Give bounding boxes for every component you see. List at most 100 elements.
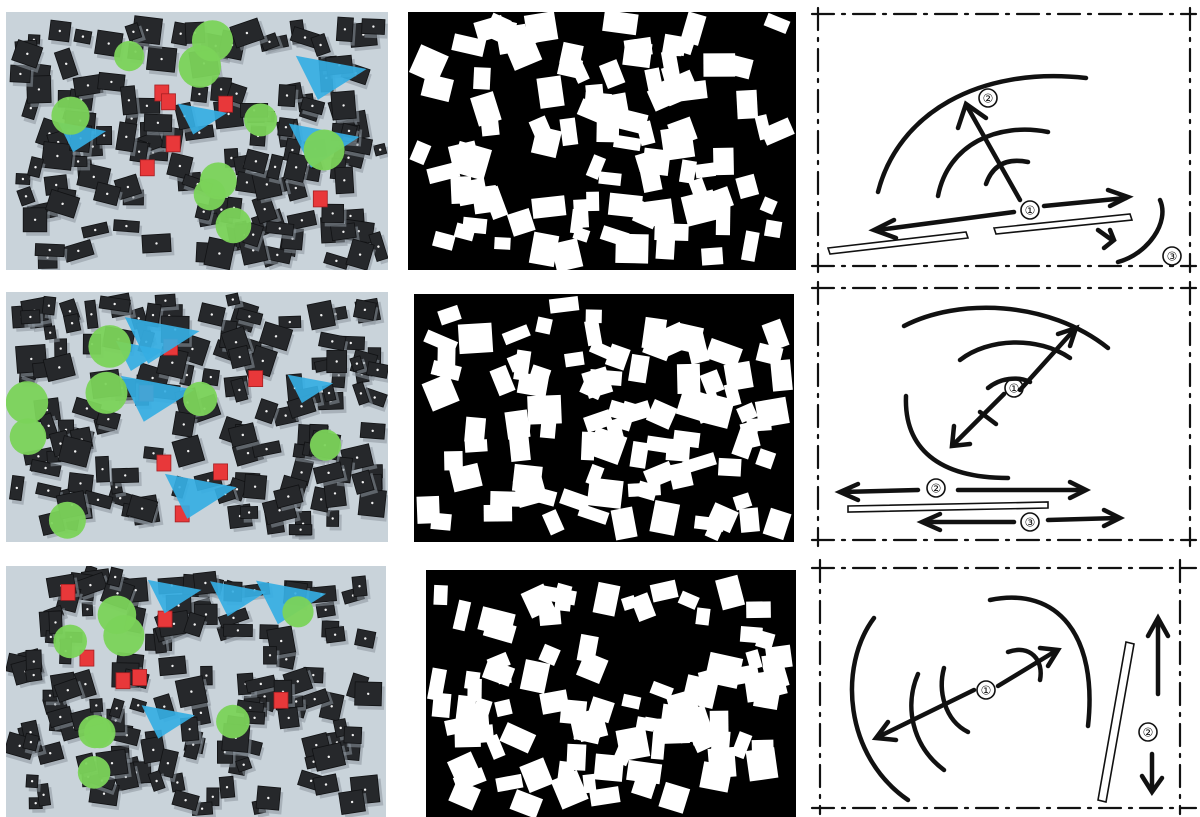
- void-block: [528, 115, 555, 146]
- void-block: [575, 651, 609, 684]
- building-block: [258, 321, 295, 356]
- arc-outer-left: [849, 615, 911, 803]
- building-block: [22, 207, 50, 236]
- void-block: [735, 173, 760, 200]
- building-block: [124, 22, 146, 44]
- building-block: [351, 469, 379, 498]
- building-block: [354, 681, 385, 710]
- void-block: [482, 185, 509, 221]
- building-block: [203, 236, 238, 270]
- void-block: [752, 688, 780, 711]
- arrow-left-head: [868, 217, 899, 241]
- void-block: [730, 55, 754, 80]
- building-block: [240, 506, 261, 523]
- sketch-row-1: ② ① ③: [808, 4, 1200, 276]
- green-circle-marker: [9, 418, 47, 455]
- building-block: [8, 474, 27, 505]
- building-block: [229, 17, 269, 51]
- red-marker: [132, 669, 147, 686]
- building-block: [89, 698, 107, 716]
- void-block: [629, 440, 649, 469]
- building-block: [73, 28, 95, 49]
- void-block: [519, 659, 551, 694]
- void-block: [723, 360, 754, 392]
- sketch-label: ③: [1167, 250, 1178, 264]
- void-block: [641, 147, 671, 177]
- void-block: [713, 147, 734, 176]
- green-circle-marker: [88, 325, 131, 368]
- void-block: [550, 238, 584, 270]
- building-block: [158, 655, 190, 680]
- void-block: [635, 716, 656, 732]
- void-block: [559, 117, 579, 147]
- arrow-down-head: [1139, 773, 1165, 797]
- void-block: [762, 507, 792, 541]
- building-block: [277, 84, 299, 111]
- red-marker: [273, 691, 289, 709]
- green-circle-marker: [215, 207, 252, 244]
- sketch-label: ②: [983, 92, 994, 106]
- building-block: [312, 461, 348, 487]
- building-block: [40, 141, 77, 175]
- building-block: [335, 16, 357, 46]
- arrow-ne-head: [1055, 324, 1080, 349]
- void-block: [660, 49, 680, 79]
- arrow-sw-head: [949, 423, 973, 449]
- building-block: [113, 219, 143, 237]
- void-block: [550, 770, 589, 810]
- void-block: [615, 233, 649, 264]
- void-block: [654, 223, 689, 242]
- void-block: [462, 216, 488, 235]
- void-block: [672, 429, 701, 449]
- figure-ground-row-3: [426, 570, 796, 817]
- red-marker: [156, 454, 172, 472]
- road-bar: [826, 231, 970, 255]
- building-block: [171, 434, 209, 471]
- red-marker: [115, 672, 131, 690]
- building-block: [235, 307, 265, 330]
- building-block: [351, 575, 371, 601]
- void-block: [584, 91, 612, 112]
- building-block: [286, 393, 321, 422]
- model-photo-row-3: [6, 566, 386, 817]
- void-block: [732, 492, 753, 511]
- green-circle-marker: [309, 429, 342, 461]
- void-block: [581, 366, 614, 399]
- building-block: [120, 85, 141, 119]
- arrow-ne-head: [1037, 645, 1062, 669]
- void-block: [473, 67, 491, 90]
- figure-ground-row-2: [414, 294, 794, 542]
- void-block: [706, 186, 734, 213]
- model-photo-svg: [6, 566, 386, 817]
- void-block: [582, 773, 597, 794]
- green-circle-marker: [244, 103, 278, 137]
- building-block: [354, 628, 379, 653]
- void-block: [662, 33, 687, 57]
- sketch-labels: ① ②: [976, 680, 1158, 742]
- void-block: [509, 789, 544, 817]
- arrow-up-shaft: [965, 105, 1023, 203]
- void-block: [519, 757, 554, 794]
- building-block: [323, 478, 350, 512]
- void-block: [680, 12, 707, 46]
- void-block: [644, 67, 664, 92]
- sketch-label: ③: [1025, 516, 1036, 530]
- void-block: [536, 75, 565, 109]
- building-block: [254, 398, 280, 429]
- building-block: [283, 151, 311, 187]
- model-photo-row-2: [6, 292, 388, 542]
- sketch-labels: ② ① ③: [978, 88, 1182, 266]
- road-bar: [992, 213, 1134, 235]
- void-block: [607, 192, 643, 219]
- void-block: [452, 599, 472, 632]
- void-block: [621, 693, 642, 710]
- void-block: [528, 231, 560, 268]
- blue-triangle-marker: [141, 705, 195, 739]
- building-block: [352, 381, 374, 408]
- void-block: [715, 205, 731, 236]
- building-block: [230, 377, 252, 406]
- void-block: [602, 12, 639, 36]
- void-block: [604, 343, 631, 371]
- building-block: [242, 473, 270, 504]
